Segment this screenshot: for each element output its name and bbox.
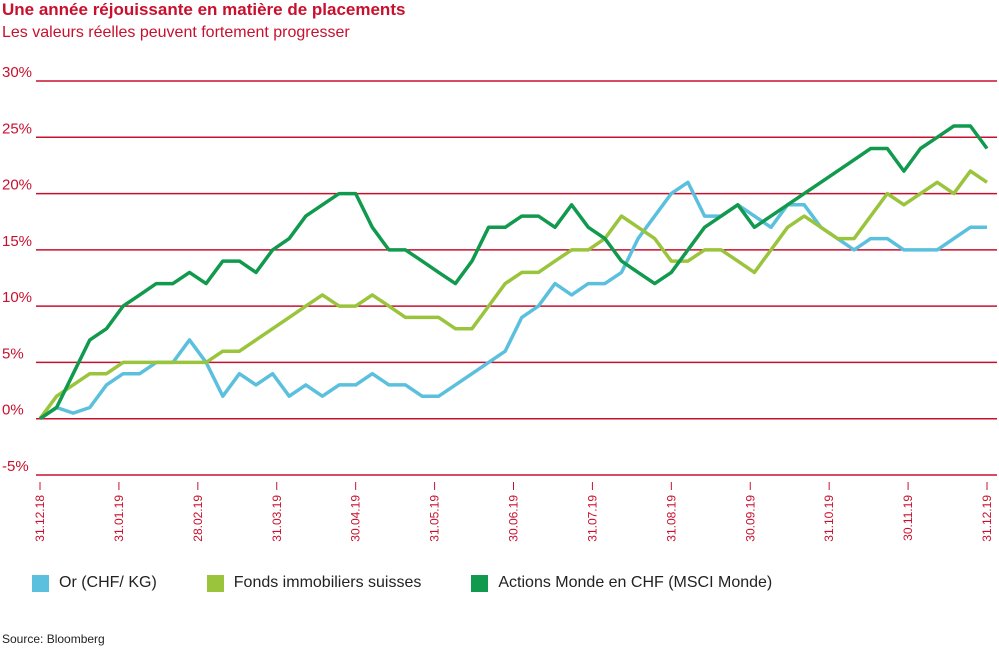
x-tick-label: 31.01.19 [112,495,126,542]
x-tick-label: 31.07.19 [585,495,599,542]
legend-item-or: Or (CHF/ KG) [32,574,157,592]
legend-swatch-fonds [206,574,224,592]
x-tick-label: 30.04.19 [349,495,363,542]
y-axis-labels: 30% 25% 20% 15% 10% 5% 0% -5% [2,64,32,475]
legend-label-actions: Actions Monde en CHF (MSCI Monde) [498,574,773,591]
x-tick-label: 31.05.19 [428,495,442,542]
y-tick-label: -5% [2,458,29,475]
series-line-or [39,180,987,421]
x-axis-labels: 31.12.18 31.01.19 28.02.19 31.03.19 30.04.19… [33,482,994,542]
y-tick-label: 10% [2,289,32,306]
x-tick-label: 30.06.19 [507,495,521,542]
legend-swatch-or [32,574,49,592]
chart-title: Une année réjouissante en matière de pla… [2,0,406,19]
y-tick-label: 15% [2,233,32,250]
chart-series [38,124,989,421]
x-tick-label: 30.11.19 [901,495,915,541]
legend-swatch-actions [471,574,489,592]
y-tick-label: 25% [2,120,32,137]
x-tick-label: 31.08.19 [664,495,678,542]
chart-legend: Or (CHF/ KG) Fonds immobiliers suisses A… [32,574,822,592]
x-tick-label: 31.03.19 [270,495,284,542]
y-tick-label: 20% [2,177,32,194]
series-line-fonds [38,169,988,420]
y-tick-label: 0% [2,402,24,419]
x-tick-label: 28.02.19 [191,495,205,542]
x-tick-label: 30.09.19 [743,495,757,542]
y-tick-label: 30% [2,64,32,81]
legend-item-actions: Actions Monde en CHF (MSCI Monde) [471,574,772,592]
x-tick-label: 31.12.18 [33,495,47,542]
series-line-actions [39,124,989,421]
source-note: Source: Bloomberg [2,632,105,646]
x-tick-label: 31.12.19 [980,495,994,542]
legend-label-fonds: Fonds immobiliers suisses [233,574,422,591]
legend-label-or: Or (CHF/ KG) [59,574,157,591]
legend-item-fonds: Fonds immobiliers suisses [206,574,422,592]
x-tick-label: 31.10.19 [822,495,836,542]
y-tick-label: 5% [2,345,24,362]
chart-subtitle: Les valeurs réelles peuvent fortement pr… [2,24,350,41]
